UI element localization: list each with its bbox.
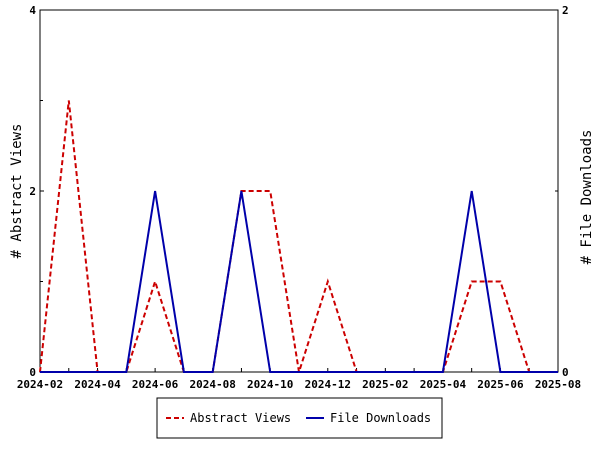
legend: Abstract Views File Downloads: [156, 397, 443, 439]
left-y-tick-label: 0: [29, 366, 36, 379]
right-y-tick-label: 0: [562, 366, 569, 379]
x-tick-label: 2024-12: [305, 378, 351, 391]
x-tick-label: 2025-06: [477, 378, 524, 391]
series-line-abstract-views: [39, 100, 558, 373]
x-tick-label: 2024-06: [132, 378, 179, 391]
left-y-axis-ticks: 0 2 4: [29, 4, 44, 379]
x-tick-label: 2024-08: [189, 378, 235, 391]
right-y-tick-label: 2: [562, 4, 569, 17]
left-y-tick-label: 4: [29, 4, 36, 17]
x-axis-ticks: 2024-02 2024-04 2024-06 2024-08 2024-10 2024-…: [17, 368, 581, 391]
left-y-axis-title: # Abstract Views: [9, 124, 25, 259]
x-tick-label: 2025-04: [420, 378, 467, 391]
series-lines: [39, 100, 558, 373]
plot-area: [39, 9, 559, 373]
legend-label-abstract-views: Abstract Views: [190, 411, 291, 425]
legend-label-file-downloads: File Downloads: [330, 411, 431, 425]
x-tick-label: 2024-10: [247, 378, 293, 391]
series-line-file-downloads: [40, 190, 558, 373]
legend-box: [156, 397, 443, 439]
x-tick-label: 2024-04: [74, 378, 121, 391]
right-y-axis-ticks: 02: [554, 4, 569, 379]
left-y-tick-label: 2: [29, 185, 36, 198]
x-tick-label: 2025-02: [362, 378, 408, 391]
right-y-axis-title: # File Downloads: [579, 130, 595, 265]
x-tick-label: 2024-02: [17, 378, 63, 391]
x-tick-label: 2025-08: [535, 378, 581, 391]
